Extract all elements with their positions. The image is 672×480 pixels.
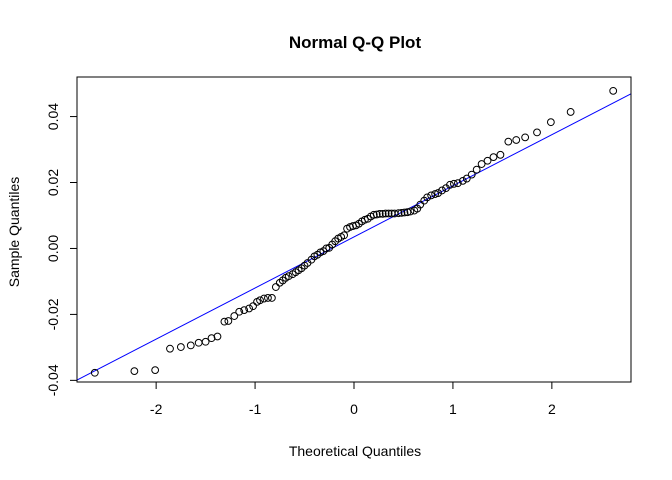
- x-tick-label: 1: [449, 401, 457, 417]
- y-tick-label: 0.00: [45, 235, 61, 262]
- data-point: [450, 179, 458, 188]
- data-point: [397, 208, 406, 217]
- data-point: [489, 153, 498, 162]
- data-point: [249, 302, 257, 311]
- data-point: [504, 137, 513, 146]
- data-point: [453, 179, 462, 188]
- data-point: [260, 294, 268, 303]
- y-tick-label: -0.02: [45, 298, 61, 330]
- data-point: [369, 210, 378, 219]
- data-point: [462, 174, 471, 183]
- y-tick-label: 0.04: [45, 103, 61, 130]
- x-axis-label: Theoretical Quantiles: [289, 443, 421, 459]
- x-tick-label: -2: [150, 401, 163, 417]
- data-point: [186, 341, 195, 350]
- data-point: [220, 317, 229, 326]
- data-point: [477, 160, 486, 168]
- data-point: [406, 207, 415, 216]
- data-point: [467, 170, 476, 179]
- y-tick-label: -0.04: [45, 364, 61, 396]
- data-point: [240, 306, 249, 315]
- data-point: [245, 304, 254, 313]
- data-point: [483, 156, 492, 165]
- data-point: [256, 296, 264, 305]
- data-point: [438, 186, 446, 195]
- data-point: [322, 244, 331, 253]
- data-point: [264, 294, 272, 302]
- data-point: [230, 312, 239, 320]
- data-point: [423, 193, 432, 202]
- data-point: [372, 210, 381, 219]
- data-point: [176, 343, 185, 351]
- data-point: [340, 231, 349, 240]
- data-points: [90, 86, 618, 377]
- data-point: [458, 176, 467, 185]
- y-axis-label: Sample Quantiles: [6, 177, 22, 288]
- data-point: [496, 150, 505, 159]
- data-point: [166, 344, 174, 353]
- data-point: [384, 209, 393, 218]
- plot-area: [77, 93, 631, 381]
- plot-frame: [76, 76, 632, 383]
- data-point: [130, 367, 139, 376]
- data-point: [151, 366, 160, 375]
- data-point: [235, 307, 244, 316]
- x-tick-label: 0: [350, 401, 358, 417]
- data-point: [284, 272, 293, 281]
- data-point: [267, 294, 276, 302]
- data-point: [207, 334, 216, 343]
- data-point: [213, 332, 222, 341]
- data-point: [546, 118, 555, 127]
- y-tick-label: 0.02: [45, 169, 61, 196]
- x-tick-label: 2: [548, 401, 556, 417]
- chart-title: Normal Q-Q Plot: [289, 33, 422, 52]
- data-point: [375, 209, 384, 218]
- data-point: [90, 368, 99, 377]
- data-point: [512, 136, 521, 144]
- data-point: [381, 209, 390, 218]
- data-point: [521, 133, 530, 142]
- data-point: [224, 317, 233, 325]
- data-point: [416, 200, 425, 209]
- data-point: [533, 128, 541, 137]
- x-tick-label: -1: [249, 401, 262, 417]
- data-point: [446, 180, 454, 189]
- reference-line: [77, 93, 631, 381]
- data-point: [271, 283, 280, 291]
- data-point: [434, 189, 442, 197]
- data-point: [427, 191, 436, 200]
- data-point: [472, 165, 481, 174]
- data-point: [394, 209, 403, 218]
- axes-ticks: -2 -1 0 1 2 -0.04 -0.02 0.00 0.02 0.04: [45, 103, 556, 417]
- data-point: [201, 337, 210, 346]
- data-point: [400, 208, 409, 217]
- data-point: [566, 108, 575, 116]
- data-point: [609, 86, 618, 95]
- data-point: [378, 209, 387, 218]
